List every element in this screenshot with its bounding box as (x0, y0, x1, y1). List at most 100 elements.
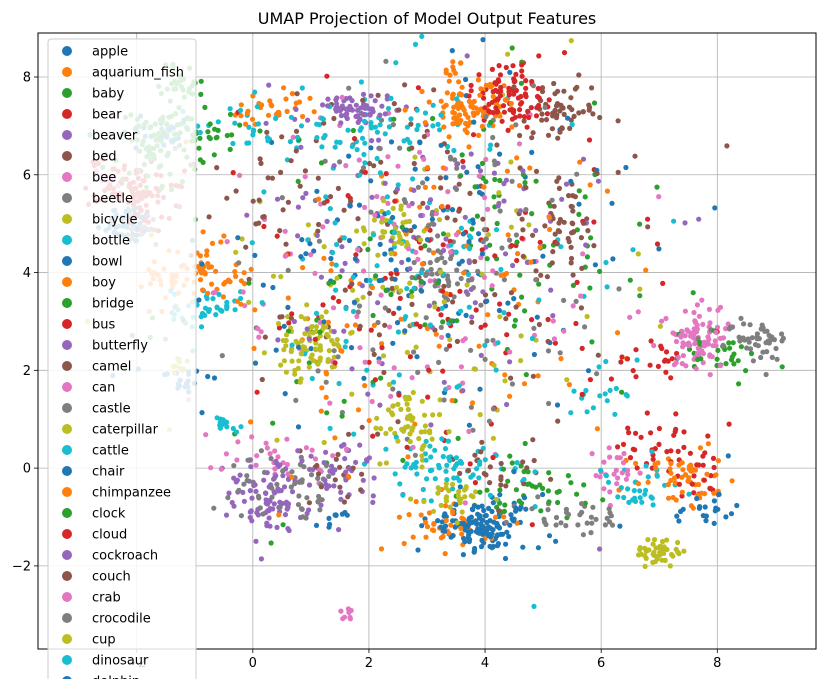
scatter-point (286, 320, 292, 326)
scatter-point (483, 472, 489, 478)
scatter-point (337, 464, 343, 470)
scatter-point (268, 540, 274, 546)
scatter-point (293, 338, 299, 344)
scatter-point (460, 105, 466, 111)
scatter-point (227, 111, 234, 117)
scatter-point (270, 284, 276, 291)
scatter-point (308, 346, 314, 352)
scatter-point (508, 224, 514, 230)
scatter-point (314, 232, 320, 239)
scatter-point (415, 256, 421, 262)
scatter-point (522, 91, 529, 97)
scatter-point (530, 130, 536, 136)
scatter-point (481, 507, 487, 514)
scatter-point (688, 468, 694, 474)
scatter-point (472, 545, 478, 552)
scatter-point (315, 175, 321, 181)
scatter-point (637, 293, 643, 299)
scatter-point (321, 135, 327, 141)
scatter-point (682, 333, 688, 339)
scatter-point (468, 88, 474, 94)
scatter-point (561, 297, 567, 303)
scatter-point (211, 375, 218, 381)
scatter-point (502, 378, 508, 384)
scatter-point (224, 132, 230, 139)
scatter-point (368, 93, 374, 99)
scatter-point (668, 470, 674, 476)
scatter-point (230, 425, 236, 432)
scatter-point (284, 461, 290, 468)
scatter-point (390, 379, 397, 385)
scatter-point (525, 108, 531, 114)
scatter-point (443, 102, 449, 108)
scatter-point (517, 208, 524, 214)
scatter-point (234, 457, 240, 463)
scatter-point (520, 227, 526, 233)
scatter-point (221, 281, 227, 287)
scatter-point (347, 616, 353, 622)
scatter-point (498, 266, 504, 273)
scatter-point (458, 275, 464, 282)
legend-label: boy (92, 276, 116, 291)
scatter-point (279, 314, 285, 320)
scatter-point (533, 227, 539, 234)
scatter-point (281, 323, 287, 329)
scatter-point (406, 218, 413, 224)
scatter-point (432, 283, 438, 289)
scatter-point (457, 484, 463, 490)
scatter-point (504, 529, 510, 535)
scatter-point (697, 339, 703, 345)
scatter-point (408, 227, 414, 234)
legend-marker (62, 445, 72, 455)
scatter-point (597, 474, 603, 480)
scatter-point (566, 104, 573, 110)
scatter-point (443, 481, 449, 487)
scatter-point (465, 467, 472, 474)
scatter-point (417, 139, 423, 145)
scatter-point (687, 450, 694, 456)
scatter-point (391, 101, 397, 107)
scatter-point (229, 132, 235, 138)
scatter-point (579, 391, 585, 397)
scatter-point (485, 206, 491, 212)
scatter-point (513, 505, 519, 511)
scatter-point (780, 335, 787, 341)
scatter-point (668, 460, 674, 467)
scatter-point (507, 393, 513, 399)
scatter-point (633, 347, 639, 353)
scatter-point (264, 445, 270, 451)
scatter-point (345, 494, 351, 500)
scatter-point (470, 507, 476, 513)
scatter-point (656, 246, 662, 252)
scatter-point (431, 87, 437, 93)
scatter-point (436, 359, 442, 365)
scatter-point (327, 400, 333, 406)
scatter-point (619, 354, 625, 360)
scatter-point (528, 259, 534, 265)
scatter-point (294, 91, 300, 97)
legend-marker (62, 550, 72, 560)
scatter-point (456, 120, 462, 126)
scatter-point (442, 259, 448, 266)
scatter-point (400, 220, 406, 226)
scatter-point (199, 261, 205, 267)
scatter-point (727, 345, 733, 351)
legend-label: cloud (92, 528, 127, 543)
scatter-point (368, 145, 374, 151)
scatter-point (779, 331, 785, 337)
scatter-point (551, 203, 557, 209)
scatter-point (548, 476, 554, 482)
scatter-point (381, 198, 387, 204)
scatter-point (409, 293, 415, 299)
scatter-point (586, 137, 593, 143)
scatter-point (197, 253, 203, 259)
scatter-point (472, 184, 478, 190)
scatter-point (418, 212, 424, 219)
scatter-point (585, 228, 591, 234)
scatter-point (346, 237, 352, 244)
scatter-point (543, 521, 549, 528)
scatter-point (451, 110, 458, 116)
scatter-point (388, 393, 394, 399)
scatter-point (487, 492, 493, 498)
scatter-point (423, 519, 429, 526)
